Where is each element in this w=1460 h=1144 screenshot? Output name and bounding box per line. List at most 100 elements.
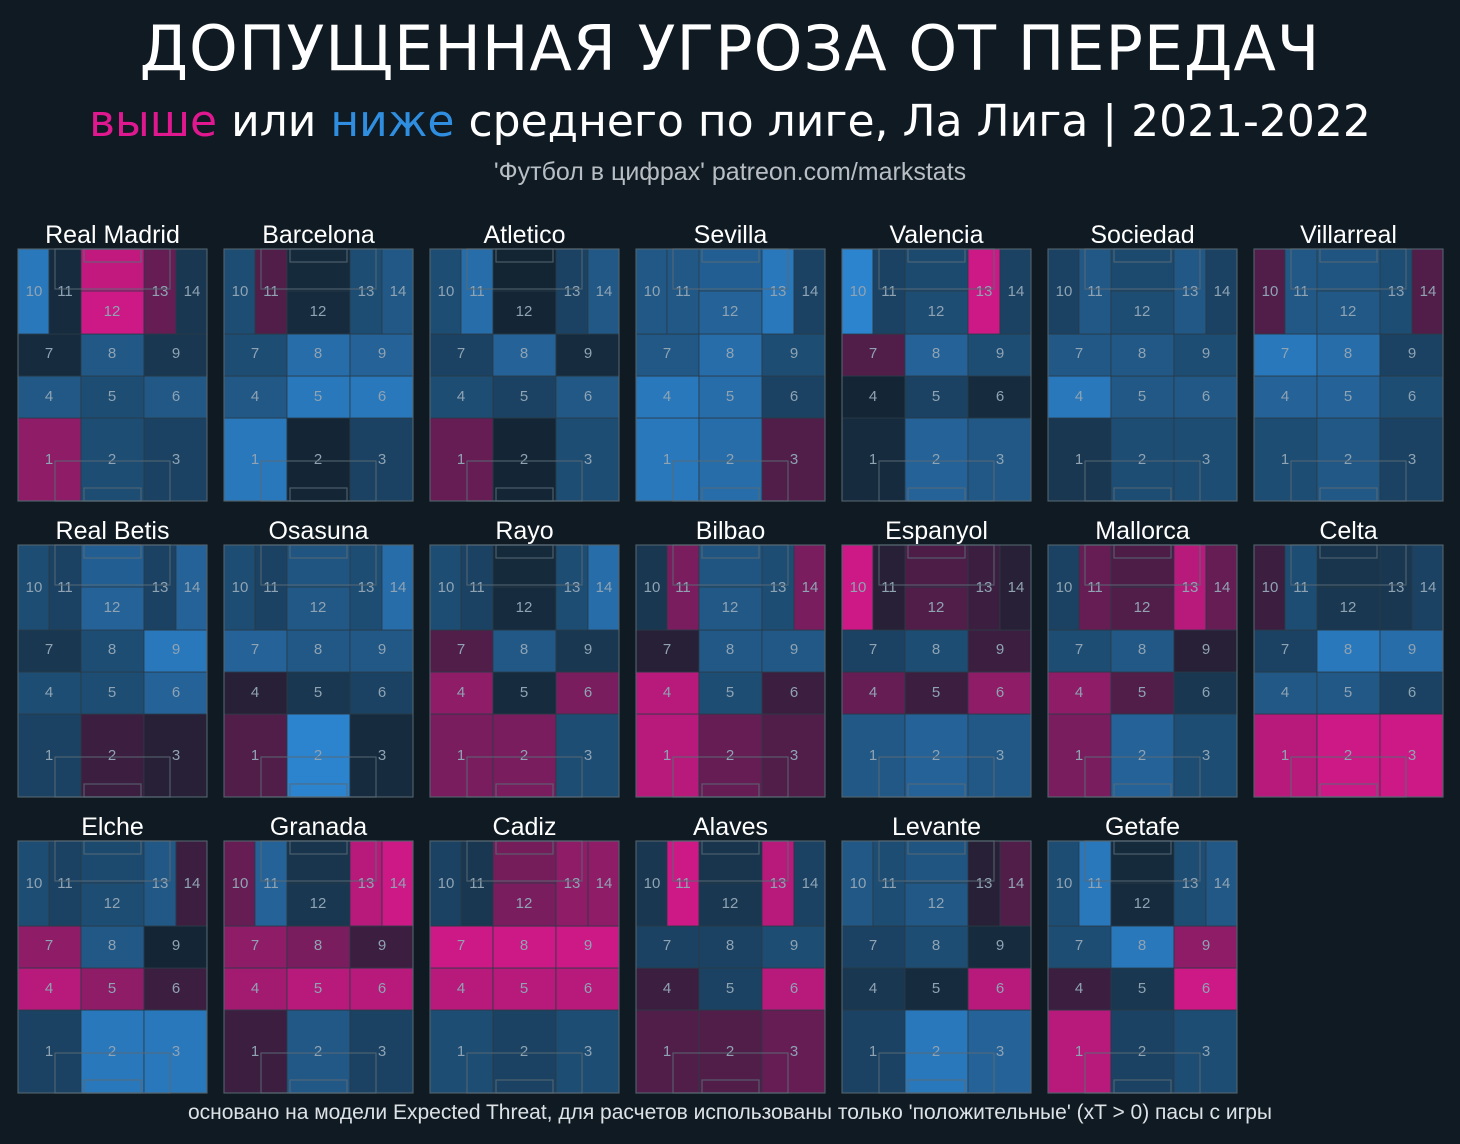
- zone-label: 4: [457, 684, 465, 701]
- zone-cell: [80, 671, 145, 715]
- zone-cell: [1205, 544, 1238, 631]
- zone-label: 8: [726, 641, 734, 658]
- zone-cell: [793, 248, 826, 335]
- zone-cell: [1047, 967, 1112, 1011]
- zone-label: 12: [722, 599, 739, 616]
- bottom-penalty-box: [878, 460, 995, 502]
- bottom-penalty-box: [878, 1052, 995, 1094]
- top-penalty-box: [466, 248, 583, 290]
- bottom-goal-area: [83, 487, 142, 502]
- zone-cell: [1205, 248, 1238, 335]
- bottom-goal-area: [1113, 487, 1172, 502]
- zone-cell: [555, 375, 620, 419]
- zone-cell: [1173, 375, 1238, 419]
- zone-cell: [1110, 417, 1175, 502]
- zone-cell: [587, 544, 620, 631]
- zone-label: 13: [564, 875, 581, 892]
- pitch-outline: [1047, 544, 1238, 798]
- top-penalty-box: [54, 840, 171, 882]
- zone-label: 5: [932, 684, 940, 701]
- zone-label: 13: [152, 283, 169, 300]
- zone-cell: [1253, 544, 1286, 631]
- bottom-goal-area: [907, 1079, 966, 1094]
- zone-cell: [143, 333, 208, 377]
- zone-cell: [1047, 544, 1080, 631]
- zone-label: 11: [263, 875, 279, 892]
- zone-label: 2: [932, 747, 940, 764]
- top-penalty-box: [260, 840, 377, 882]
- top-goal-area: [289, 248, 348, 263]
- top-penalty-box: [672, 248, 789, 290]
- zone-cell: [999, 840, 1032, 927]
- zone-cell: [429, 840, 462, 927]
- zone-label: 7: [869, 937, 877, 954]
- zone-label: 1: [251, 1043, 259, 1060]
- zone-label: 10: [644, 283, 661, 300]
- zone-cell: [429, 417, 494, 502]
- zone-label: 6: [1408, 388, 1416, 405]
- zone-label: 6: [996, 388, 1004, 405]
- top-penalty-box: [878, 544, 995, 586]
- zone-label: 5: [1344, 388, 1352, 405]
- zone-cell: [17, 671, 82, 715]
- bottom-penalty-box: [466, 1052, 583, 1094]
- zone-cell: [904, 629, 969, 673]
- zone-label: 8: [520, 641, 528, 658]
- zone-label: 9: [172, 345, 180, 362]
- zone-cell: [349, 629, 414, 673]
- zone-label: 10: [232, 283, 249, 300]
- zone-label: 4: [251, 684, 259, 701]
- top-penalty-box: [1084, 840, 1201, 882]
- zone-cell: [666, 544, 700, 631]
- zone-cell: [555, 840, 589, 927]
- zone-label: 7: [1075, 937, 1083, 954]
- top-goal-area: [907, 544, 966, 559]
- zone-label: 10: [850, 579, 867, 596]
- zone-label: 7: [45, 641, 53, 658]
- top-penalty-box: [54, 248, 171, 290]
- zone-cell: [381, 840, 414, 927]
- zone-label: 11: [675, 875, 691, 892]
- zone-cell: [1047, 925, 1112, 969]
- top-penalty-box: [1290, 544, 1407, 586]
- top-goal-area: [495, 248, 554, 263]
- zone-label: 8: [108, 641, 116, 658]
- zone-label: 9: [172, 641, 180, 658]
- bottom-penalty-box: [672, 756, 789, 798]
- top-penalty-box: [672, 544, 789, 586]
- zone-cell: [761, 967, 826, 1011]
- zone-cell: [1047, 629, 1112, 673]
- zone-cell: [1205, 840, 1238, 927]
- zone-label: 7: [663, 937, 671, 954]
- zone-cell: [841, 840, 874, 927]
- zone-label: 3: [790, 747, 798, 764]
- bottom-penalty-box: [1290, 460, 1407, 502]
- zone-cell: [1047, 333, 1112, 377]
- zone-label: 11: [263, 283, 279, 300]
- zone-cell: [286, 586, 351, 631]
- zone-cell: [904, 290, 969, 335]
- zone-label: 1: [1281, 747, 1289, 764]
- zone-label: 13: [1388, 579, 1405, 596]
- zone-label: 4: [1281, 684, 1289, 701]
- zone-cell: [555, 671, 620, 715]
- top-penalty-box: [1290, 248, 1407, 290]
- zone-label: 14: [1008, 875, 1025, 892]
- pitch-outline: [17, 544, 208, 798]
- zone-cell: [175, 544, 208, 631]
- zone-cell: [1110, 1009, 1175, 1094]
- zone-label: 11: [1293, 579, 1309, 596]
- zone-cell: [999, 248, 1032, 335]
- zone-cell: [1379, 629, 1444, 673]
- zone-cell: [48, 840, 82, 927]
- zone-label: 2: [314, 747, 322, 764]
- team-title: Alaves: [693, 813, 768, 841]
- bottom-goal-area: [1319, 783, 1378, 798]
- zone-12-top: [493, 249, 556, 291]
- zone-label: 1: [45, 1043, 53, 1060]
- zone-cell: [635, 333, 700, 377]
- zone-label: 12: [104, 303, 121, 320]
